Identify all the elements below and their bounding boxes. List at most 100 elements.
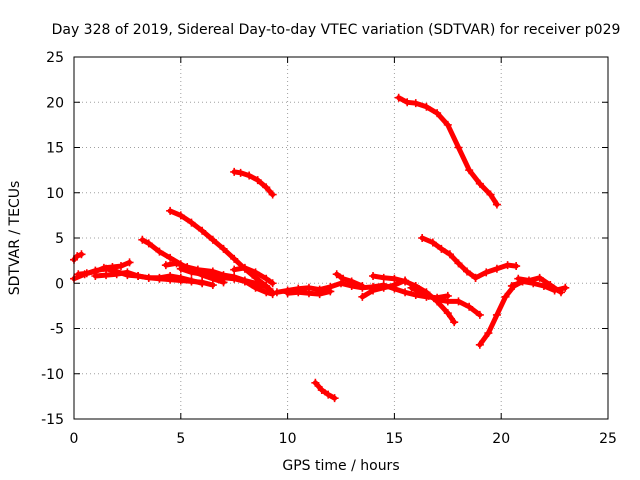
data-point <box>369 272 378 281</box>
data-point <box>230 167 239 176</box>
data-point <box>262 274 271 283</box>
data-point <box>102 271 111 280</box>
axis-ticks <box>73 56 609 420</box>
data-point <box>492 310 501 319</box>
x-tick-label: 10 <box>279 431 297 447</box>
data-point <box>403 98 412 107</box>
data-point <box>230 265 239 274</box>
series-track-12 <box>283 287 335 299</box>
data-point <box>187 218 196 227</box>
data-point <box>304 289 313 298</box>
x-axis-label: GPS time / hours <box>282 458 399 474</box>
data-point <box>332 270 341 279</box>
data-point <box>492 264 501 273</box>
data-point <box>484 329 493 338</box>
data-point <box>475 310 484 319</box>
data-point <box>82 269 91 278</box>
data-point <box>283 289 292 298</box>
y-tick-label: 5 <box>55 231 64 247</box>
data-point <box>401 277 410 286</box>
data-point <box>465 302 474 311</box>
data-point <box>330 394 339 403</box>
series-line <box>473 262 519 281</box>
data-point <box>294 288 303 297</box>
data-point <box>112 270 121 279</box>
data-point <box>424 291 433 300</box>
data-point <box>134 272 143 281</box>
data-point <box>208 272 217 281</box>
x-tick-label: 0 <box>70 431 79 447</box>
data-point <box>251 268 260 277</box>
data-point <box>262 183 271 192</box>
data-point <box>401 288 410 297</box>
y-axis-label: SDTVAR / TECUs <box>7 181 23 296</box>
data-point <box>369 286 378 295</box>
data-point <box>407 283 416 292</box>
data-point <box>358 292 367 301</box>
data-point <box>428 238 437 247</box>
data-point <box>465 166 474 175</box>
data-point <box>187 268 196 277</box>
data-point <box>454 259 463 268</box>
data-point <box>253 176 262 185</box>
data-point <box>471 273 480 282</box>
data-point <box>172 259 181 268</box>
data-point <box>99 263 108 272</box>
data-point <box>116 262 125 271</box>
data-point <box>443 120 452 129</box>
data-point <box>230 274 239 283</box>
series-track-14 <box>332 270 367 290</box>
data-point <box>475 340 484 349</box>
data-point <box>463 267 472 276</box>
data-point <box>245 171 254 180</box>
data-point <box>155 273 164 282</box>
x-tick-label: 25 <box>599 431 617 447</box>
data-point <box>475 179 484 188</box>
series-track-23 <box>514 273 566 297</box>
y-tick-label: 0 <box>55 276 64 292</box>
series-track-20 <box>471 261 521 282</box>
y-tick-label: -10 <box>41 367 64 383</box>
data-point <box>379 283 388 292</box>
series-track-08 <box>176 264 277 299</box>
data-point <box>166 253 175 262</box>
data-point <box>317 386 326 395</box>
data-point <box>198 226 207 235</box>
data-point <box>337 279 345 288</box>
data-point <box>561 283 570 292</box>
data-point <box>394 93 403 102</box>
x-tick-label: 5 <box>176 431 185 447</box>
data-point <box>416 288 425 297</box>
data-point <box>77 250 86 259</box>
data-point <box>546 281 555 290</box>
data-point <box>272 288 281 297</box>
y-tick-label: -5 <box>50 322 64 338</box>
data-point <box>144 273 153 282</box>
data-point <box>437 244 446 253</box>
data-point <box>73 252 82 261</box>
x-tick-label: 15 <box>385 431 403 447</box>
data-point <box>166 272 175 281</box>
data-point <box>123 268 132 277</box>
data-point <box>187 276 196 285</box>
data-point <box>326 287 335 296</box>
data-point <box>219 244 228 253</box>
data-point <box>433 295 442 304</box>
data-point <box>418 234 427 242</box>
data-point <box>268 279 277 288</box>
data-point <box>443 309 452 318</box>
series-track-13 <box>311 378 339 403</box>
data-point <box>176 211 185 220</box>
y-tick-label: 10 <box>46 186 64 202</box>
series-track-03 <box>74 258 134 279</box>
data-point <box>454 297 463 306</box>
data-point <box>161 261 170 270</box>
data-point <box>358 281 367 290</box>
series-line <box>312 380 338 401</box>
data-point <box>236 168 245 177</box>
data-point <box>390 274 399 283</box>
data-point <box>138 235 147 244</box>
y-tick-label: -15 <box>41 412 64 428</box>
y-tick-label: 20 <box>46 95 64 111</box>
